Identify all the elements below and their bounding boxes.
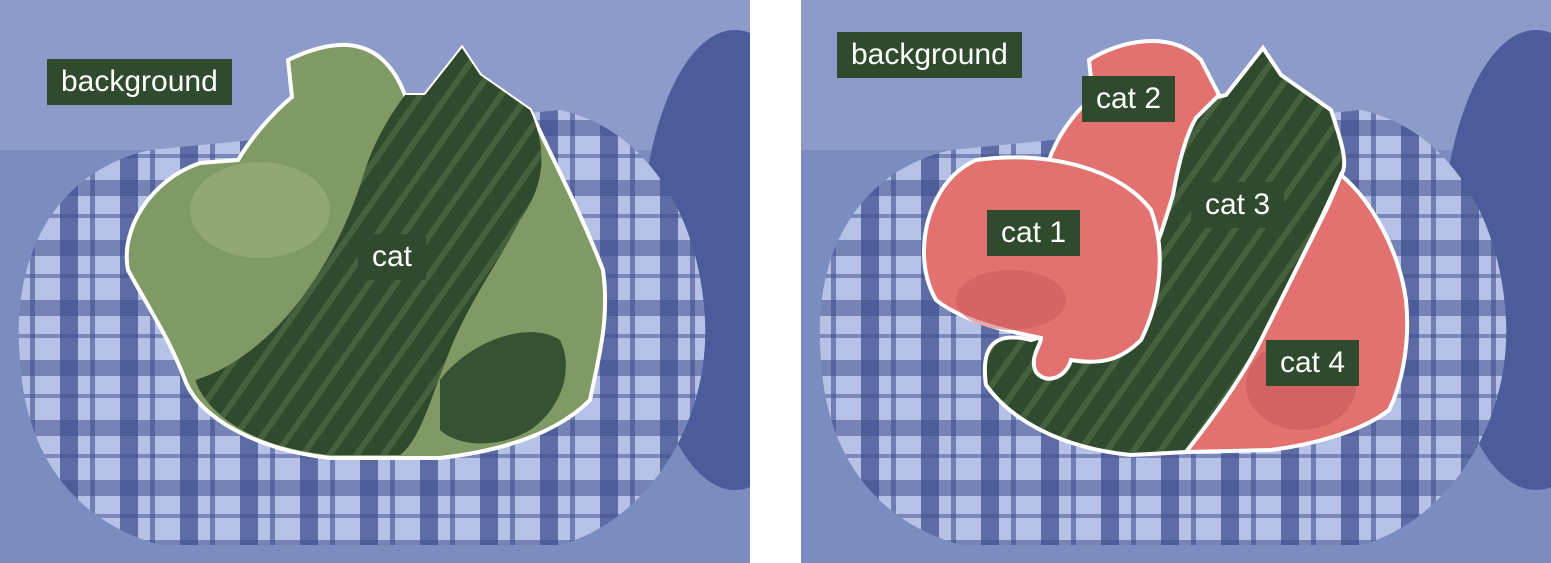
cat-label: cat	[358, 234, 427, 280]
background-label: background	[837, 32, 1022, 78]
cat-2-label: cat 2	[1082, 76, 1176, 122]
semantic-segmentation-panel: background cat	[0, 0, 750, 563]
instance-segmentation-panel: background cat 2 cat 1 cat 3 cat 4	[801, 0, 1551, 563]
cat-1-label: cat 1	[987, 210, 1081, 256]
cat-3-label: cat 3	[1191, 182, 1285, 228]
semantic-segmentation-image	[0, 0, 750, 563]
instance-segmentation-image	[801, 0, 1551, 563]
cat-4-label: cat 4	[1266, 340, 1360, 386]
background-label: background	[47, 59, 232, 105]
